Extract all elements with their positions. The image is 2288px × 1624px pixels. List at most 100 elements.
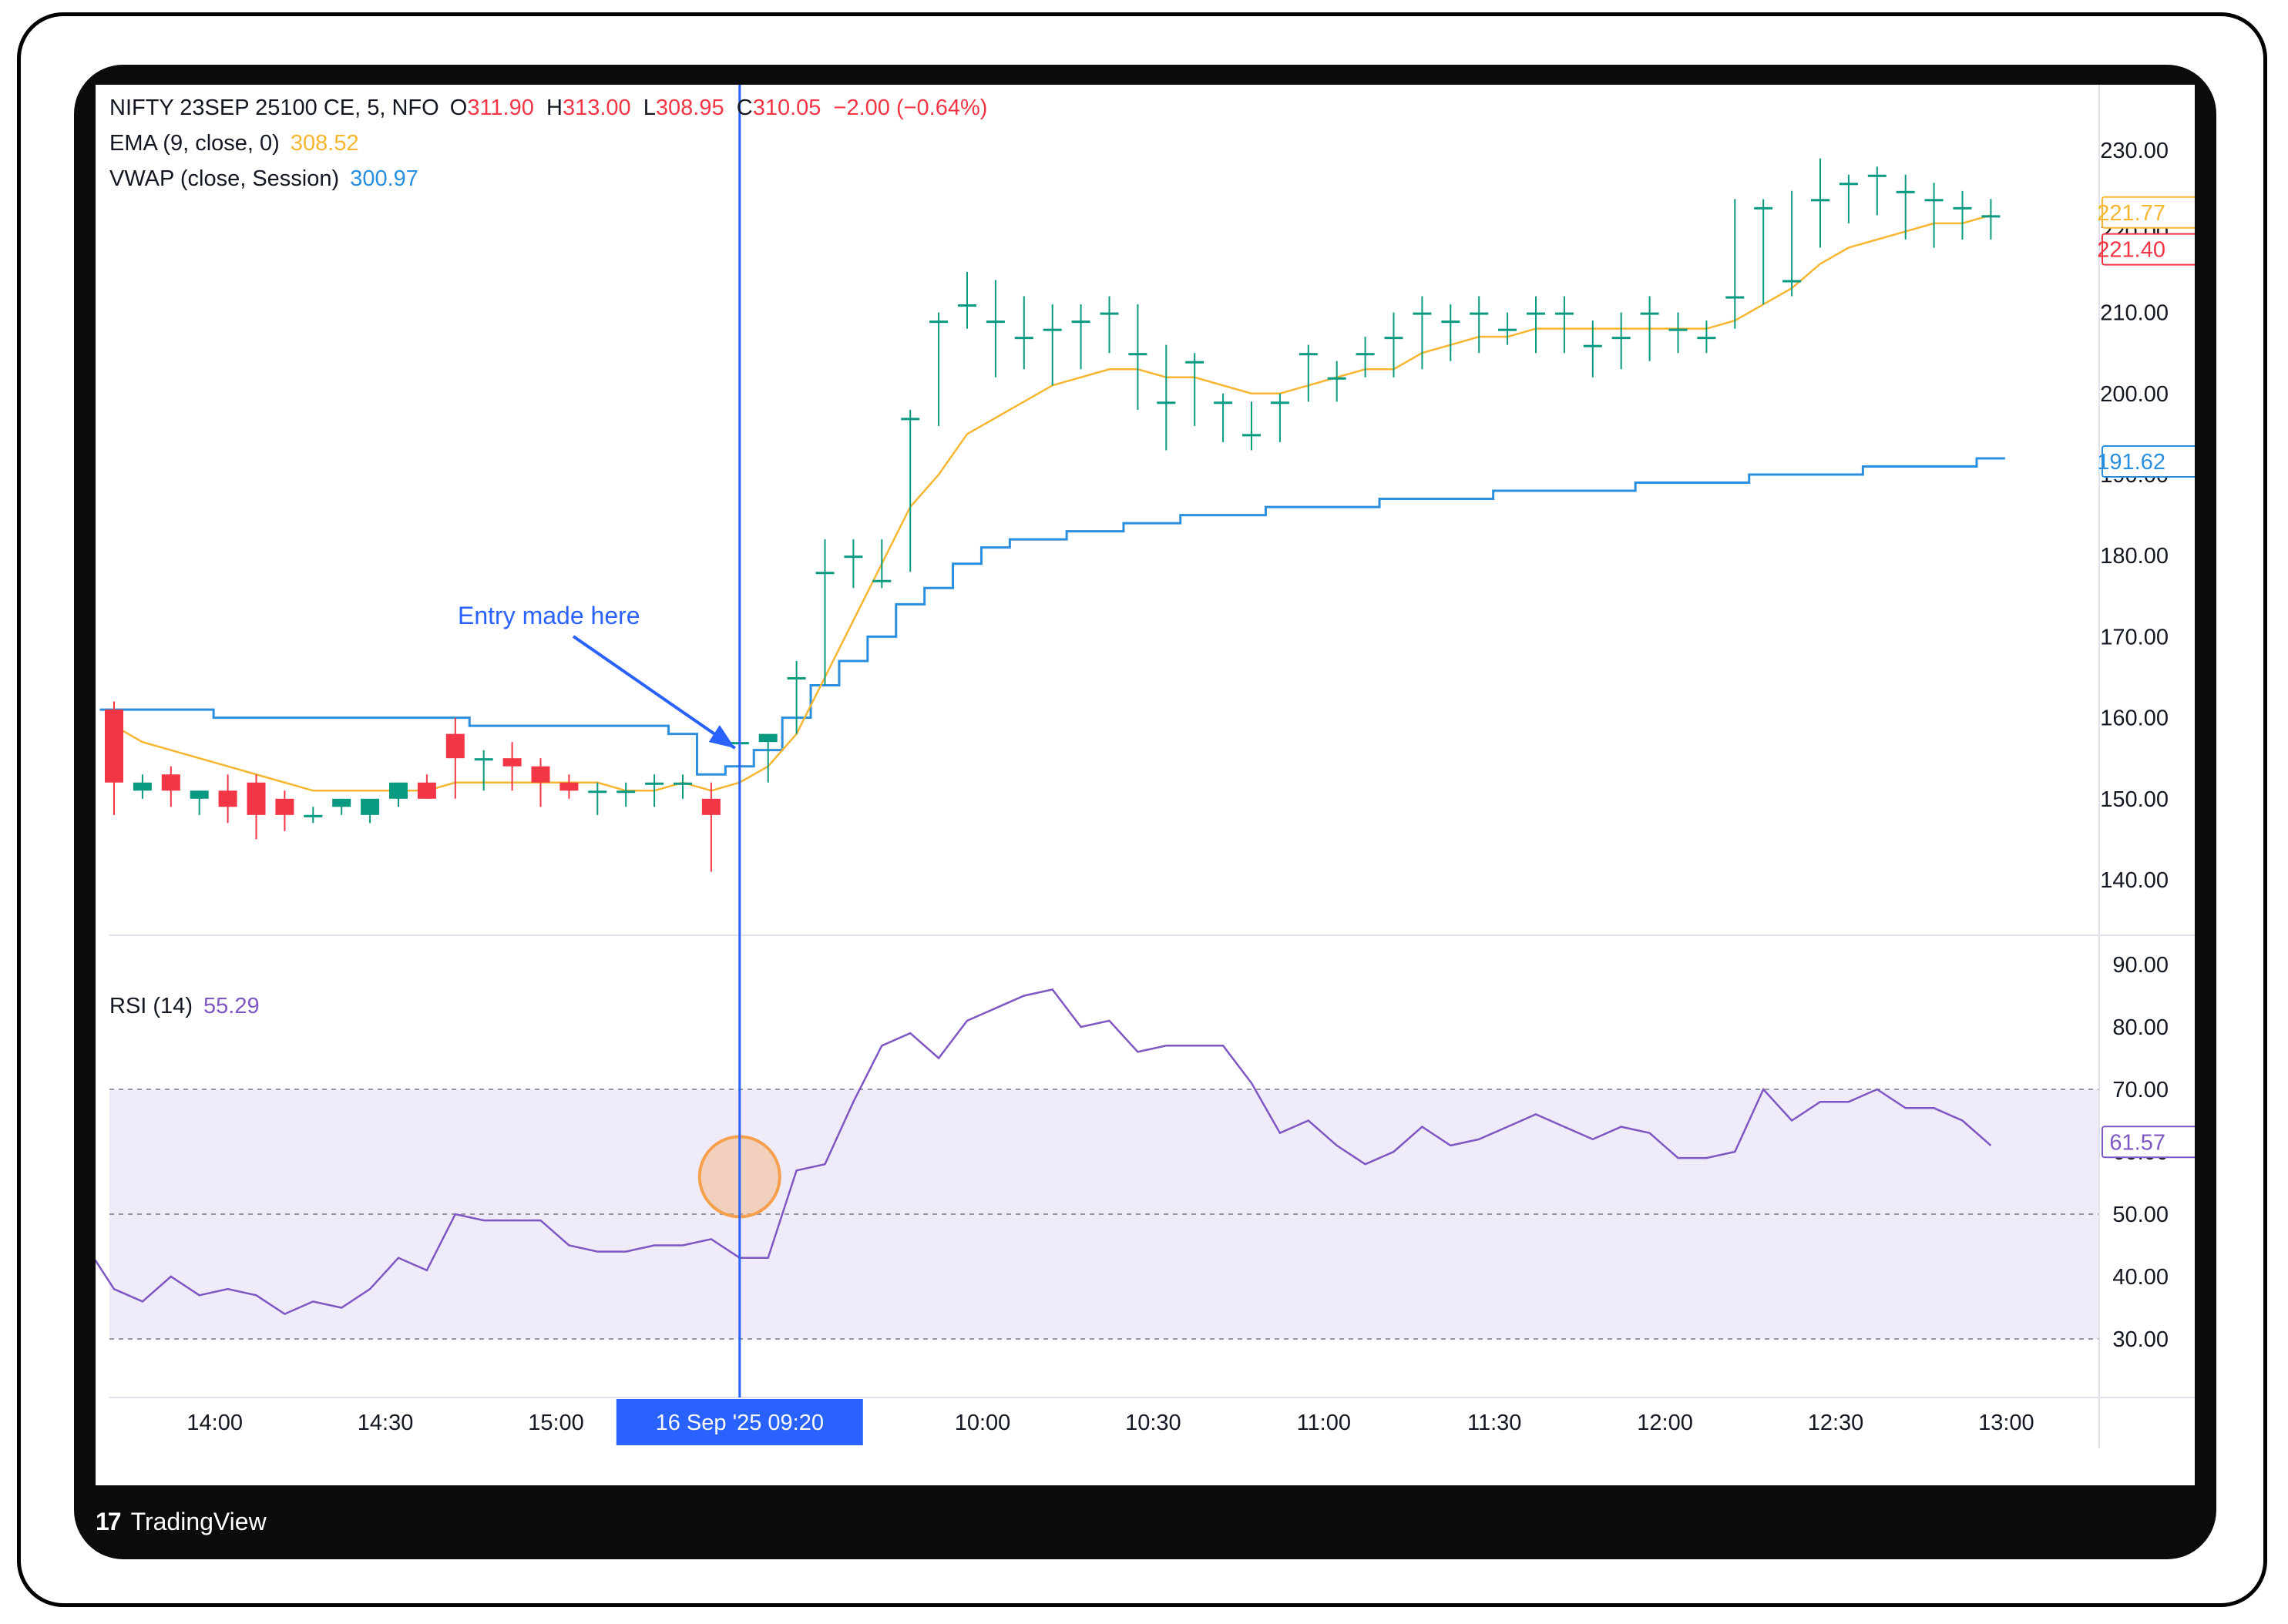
- rsi-last-label-text: 61.57: [2109, 1130, 2165, 1155]
- candle: [1242, 401, 1261, 451]
- rsi-legend[interactable]: RSI (14) 55.29: [109, 994, 260, 1019]
- candle-body: [1384, 337, 1403, 340]
- rsi-last-label-box: [2102, 1126, 2195, 1159]
- candle-body: [1981, 215, 2001, 218]
- legend-symbol: NIFTY 23SEP 25100 CE, 5, NFO: [109, 96, 439, 120]
- candle: [531, 758, 550, 807]
- tradingview-name: TradingView: [130, 1507, 267, 1535]
- legend-change: −2.00 (−0.64%): [833, 96, 988, 120]
- rsi-last-label: 61.57: [2102, 1126, 2195, 1159]
- time-tick-label: 13:00: [1978, 1411, 2034, 1435]
- chart-screen[interactable]: Entry made here 240.00230.00220.00210.00…: [96, 85, 2195, 1485]
- candle-body: [304, 814, 323, 817]
- time-tick-label: 15:00: [528, 1411, 584, 1435]
- annotation-arrow-shaft: [572, 635, 736, 750]
- candle-body: [1441, 320, 1460, 324]
- candle-body: [361, 798, 380, 815]
- candle-body: [389, 782, 408, 799]
- candle: [1470, 296, 1489, 354]
- candle: [474, 750, 493, 791]
- candle: [1811, 158, 1829, 248]
- candle-body: [1100, 312, 1119, 315]
- candle-body: [1668, 328, 1688, 331]
- ema-legend[interactable]: EMA (9, close, 0) 308.52: [109, 131, 359, 156]
- time-tick-label: 10:00: [955, 1411, 1011, 1435]
- vwap-last-label-text: 191.62: [2097, 450, 2165, 475]
- candle-body: [1014, 337, 1033, 340]
- crosshair-time-box: [616, 1399, 863, 1445]
- candle-body: [502, 758, 522, 767]
- ema-legend-value: 308.52: [290, 131, 359, 156]
- candle: [844, 539, 863, 589]
- candle-body: [701, 798, 721, 815]
- candle-body: [1185, 361, 1204, 364]
- legend-high-value: 313.00: [562, 96, 631, 120]
- candle: [1867, 166, 1887, 216]
- candle: [1668, 312, 1688, 354]
- candle: [872, 539, 892, 589]
- candle: [1896, 174, 1915, 240]
- candle: [275, 790, 294, 831]
- vwap-last-label-box: [2102, 445, 2195, 478]
- chart-canvas[interactable]: Entry made here 240.00230.00220.00210.00…: [96, 85, 2195, 1485]
- price-last-label-text: 221.40: [2097, 238, 2165, 263]
- candle-body: [844, 555, 863, 559]
- rsi-tick-label: 80.00: [2112, 1015, 2169, 1040]
- vwap-line: [99, 457, 2005, 776]
- candle: [1014, 296, 1033, 370]
- candle: [1527, 296, 1545, 354]
- legend-low-value: 308.95: [655, 96, 724, 120]
- candle: [1554, 296, 1574, 354]
- candle-body: [588, 790, 607, 794]
- candle-body: [190, 790, 209, 799]
- candle-body: [645, 782, 664, 785]
- candle: [1441, 304, 1460, 361]
- candle-body: [1839, 183, 1858, 186]
- price-tick-label: 200.00: [2100, 382, 2169, 407]
- candle-body: [1470, 312, 1489, 315]
- candle: [617, 782, 636, 807]
- candle: [787, 660, 806, 734]
- candle: [105, 701, 123, 815]
- candle-body: [531, 766, 550, 783]
- candle-body: [1697, 337, 1716, 340]
- candle: [1725, 199, 1745, 329]
- candle: [1782, 190, 1802, 297]
- candle-body: [275, 798, 294, 815]
- candle-body: [1214, 401, 1233, 404]
- candle-body: [815, 572, 835, 575]
- price-tick-label: 160.00: [2100, 706, 2169, 731]
- candle-body: [1157, 401, 1176, 404]
- legend-close-label: C: [736, 96, 753, 120]
- candle-body: [986, 320, 1005, 324]
- tradingview-branding[interactable]: 17 TradingView: [96, 1502, 267, 1541]
- rsi-legend-value: 55.29: [203, 994, 260, 1018]
- candle-body: [787, 677, 806, 679]
- candle-body: [161, 774, 180, 791]
- candle-body: [929, 320, 949, 324]
- candle: [1498, 312, 1517, 345]
- candle-body: [1356, 353, 1375, 356]
- time-tick-label: 12:30: [1808, 1411, 1864, 1435]
- candle: [1981, 199, 2001, 240]
- legend-open-value: 311.90: [467, 96, 534, 120]
- price-tick-label: 230.00: [2100, 139, 2169, 163]
- candle-body: [417, 782, 436, 799]
- vwap-legend-value: 300.97: [350, 166, 418, 191]
- candle: [161, 766, 180, 807]
- price-tick-label: 210.00: [2100, 301, 2169, 326]
- candle-body: [872, 579, 892, 582]
- crosshair-time-label: 16 Sep '25 09:20: [656, 1411, 824, 1435]
- candle: [1327, 361, 1346, 402]
- legend-low-label: L: [643, 96, 656, 120]
- candle-body: [1754, 206, 1773, 210]
- vwap-legend-label: VWAP (close, Session): [109, 166, 340, 191]
- rsi-tick-label: 70.00: [2112, 1078, 2169, 1102]
- candle: [1043, 304, 1062, 386]
- price-tick-label: 180.00: [2100, 544, 2169, 569]
- vwap-legend[interactable]: VWAP (close, Session) 300.97: [109, 166, 418, 192]
- candle: [815, 539, 835, 686]
- rsi-line: [96, 988, 1992, 1316]
- candle: [133, 774, 152, 799]
- candle-body: [1043, 328, 1062, 331]
